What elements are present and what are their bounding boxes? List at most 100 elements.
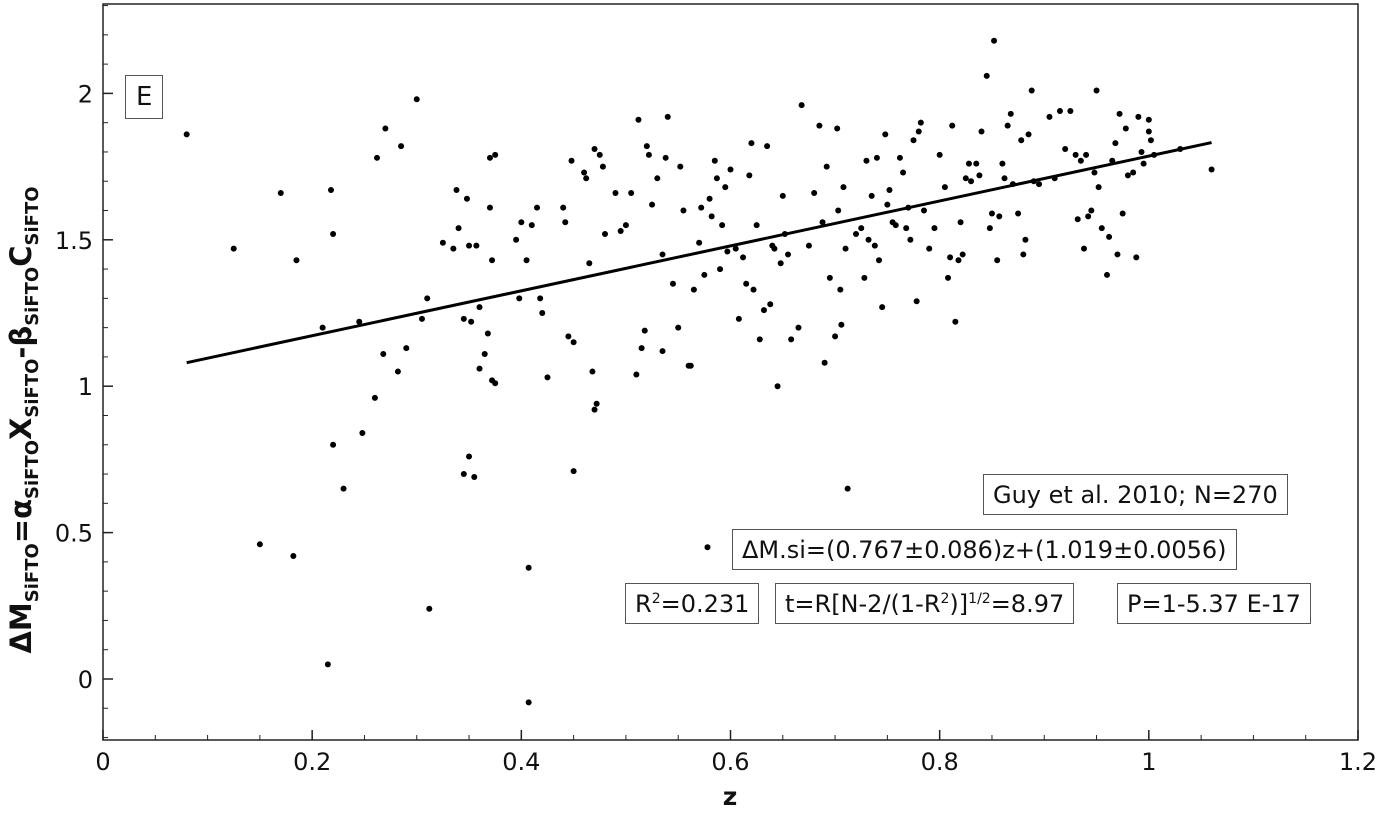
data-point bbox=[489, 257, 496, 264]
data-point bbox=[811, 189, 818, 196]
data-point bbox=[884, 201, 891, 208]
data-point bbox=[560, 204, 567, 211]
data-point bbox=[324, 661, 331, 668]
data-point bbox=[858, 225, 865, 232]
data-point bbox=[516, 295, 523, 302]
data-point bbox=[1077, 157, 1084, 164]
data-point bbox=[466, 242, 473, 249]
data-point bbox=[965, 160, 972, 167]
data-point bbox=[675, 324, 682, 331]
data-point bbox=[492, 151, 499, 158]
data-point bbox=[570, 339, 577, 346]
data-point bbox=[1135, 113, 1142, 120]
x-tick-label: 0.6 bbox=[711, 748, 749, 776]
data-point bbox=[680, 207, 687, 214]
data-point bbox=[926, 245, 933, 252]
data-point bbox=[957, 219, 964, 226]
data-point bbox=[1062, 146, 1069, 153]
data-point bbox=[732, 245, 739, 252]
data-point bbox=[837, 286, 844, 293]
data-point bbox=[602, 230, 608, 237]
data-point bbox=[591, 146, 598, 153]
ylabel-part: ΔM bbox=[4, 602, 38, 654]
data-point bbox=[771, 245, 778, 252]
data-point bbox=[669, 280, 676, 287]
data-point bbox=[994, 257, 1001, 264]
data-point bbox=[687, 362, 694, 369]
data-point bbox=[868, 192, 875, 199]
data-point bbox=[1138, 148, 1145, 155]
t-part-c: )] bbox=[949, 590, 969, 618]
data-point bbox=[1004, 122, 1011, 129]
data-point bbox=[426, 605, 433, 612]
data-point bbox=[746, 172, 753, 179]
data-point bbox=[719, 222, 726, 229]
data-point bbox=[764, 143, 771, 150]
data-point bbox=[701, 271, 708, 278]
data-point bbox=[371, 394, 378, 401]
data-point bbox=[936, 151, 943, 158]
ylabel-sub: SiFTO bbox=[21, 266, 43, 326]
data-point bbox=[976, 172, 983, 179]
data-point bbox=[256, 541, 263, 548]
data-point bbox=[1007, 110, 1014, 117]
data-point bbox=[599, 163, 606, 170]
y-tick-label: 1 bbox=[78, 373, 93, 401]
data-point bbox=[1140, 160, 1147, 167]
data-point bbox=[861, 274, 868, 281]
data-point bbox=[649, 201, 656, 208]
data-point bbox=[711, 157, 718, 164]
data-point bbox=[1001, 175, 1008, 182]
data-point bbox=[949, 122, 956, 129]
data-point bbox=[589, 368, 596, 375]
data-point bbox=[1145, 128, 1152, 135]
data-point bbox=[983, 72, 990, 79]
data-point bbox=[374, 154, 381, 161]
data-point bbox=[840, 184, 847, 191]
data-point bbox=[1088, 207, 1095, 214]
data-point bbox=[1085, 213, 1092, 220]
data-point bbox=[945, 274, 952, 281]
ylabel-sub: SiFTO bbox=[21, 439, 43, 499]
data-point bbox=[988, 210, 995, 217]
x-tick-label: 0 bbox=[95, 748, 110, 776]
data-point bbox=[330, 441, 337, 448]
data-point bbox=[403, 345, 410, 352]
data-point bbox=[1114, 251, 1121, 258]
data-point bbox=[844, 485, 851, 492]
data-point bbox=[398, 143, 405, 150]
panel-label: E bbox=[125, 75, 164, 119]
data-point bbox=[591, 406, 598, 413]
data-point bbox=[1025, 131, 1032, 138]
data-point bbox=[871, 242, 878, 249]
data-point bbox=[468, 318, 475, 325]
data-point bbox=[481, 350, 488, 357]
ylabel-part: X bbox=[4, 417, 38, 440]
data-point bbox=[879, 304, 886, 311]
data-point bbox=[450, 245, 457, 252]
data-point bbox=[230, 245, 237, 252]
data-point bbox=[690, 286, 697, 293]
data-point bbox=[913, 298, 920, 305]
data-point bbox=[659, 348, 666, 355]
x-tick-label: 1.2 bbox=[1339, 748, 1377, 776]
data-point bbox=[677, 163, 684, 170]
data-point bbox=[439, 239, 446, 246]
data-point bbox=[834, 125, 841, 132]
data-point bbox=[986, 225, 993, 232]
data-point bbox=[713, 175, 720, 182]
data-point bbox=[1124, 172, 1131, 179]
data-point bbox=[528, 222, 535, 229]
data-point bbox=[947, 254, 954, 261]
data-point bbox=[991, 37, 998, 44]
data-point bbox=[492, 380, 499, 387]
data-point bbox=[863, 157, 870, 164]
data-point bbox=[382, 125, 389, 132]
data-point bbox=[724, 248, 731, 255]
data-point bbox=[917, 119, 924, 126]
data-point bbox=[327, 187, 334, 194]
data-point bbox=[1106, 233, 1113, 240]
data-point bbox=[380, 350, 387, 357]
data-point bbox=[832, 333, 839, 340]
data-point bbox=[596, 151, 603, 158]
